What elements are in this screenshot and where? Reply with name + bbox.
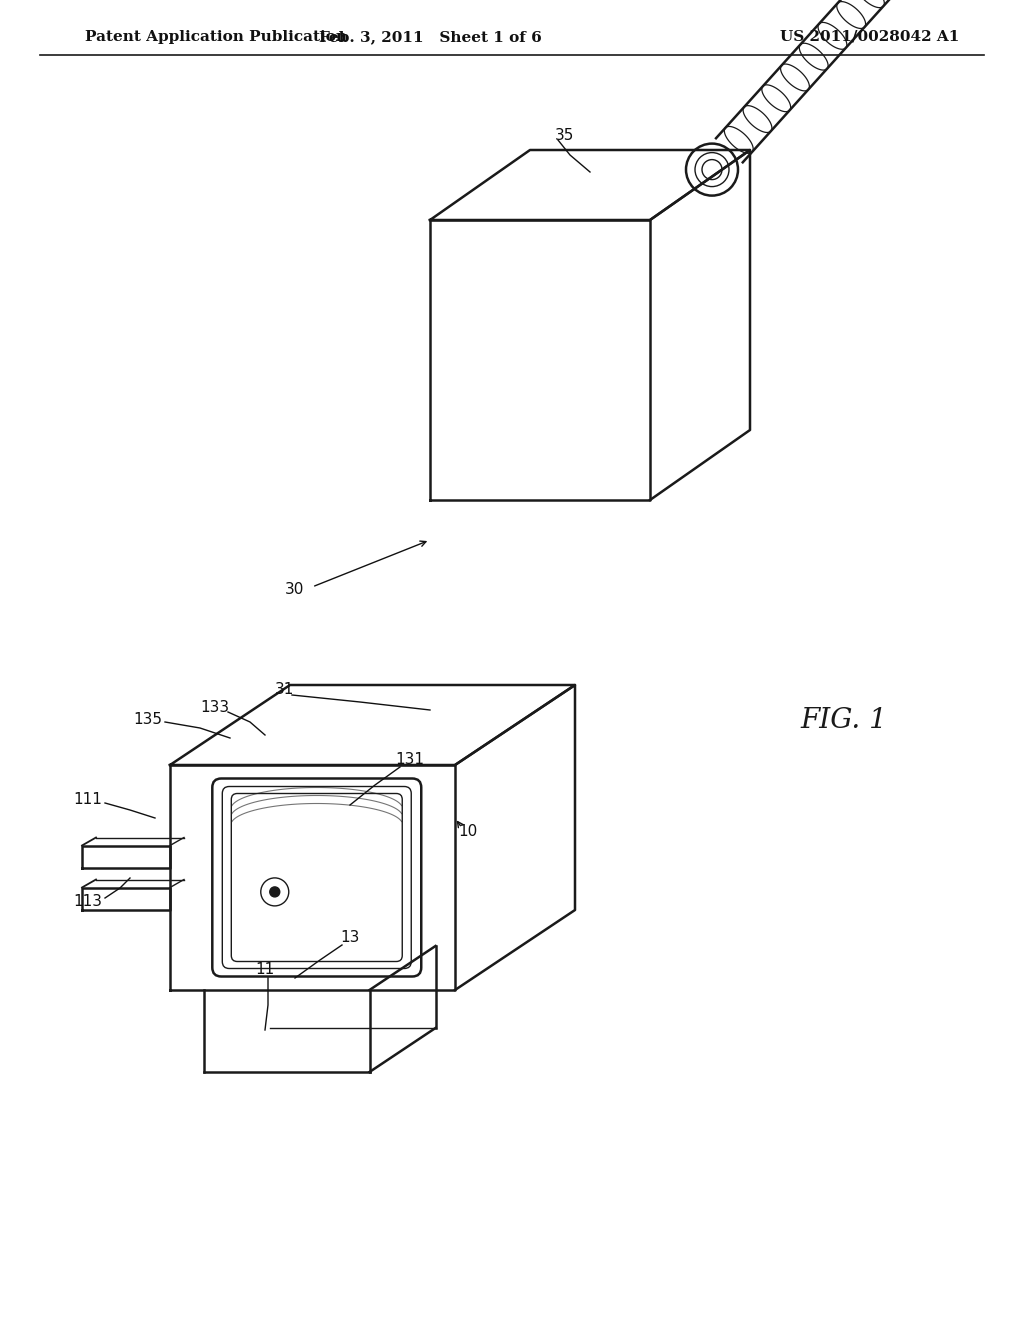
Text: Feb. 3, 2011   Sheet 1 of 6: Feb. 3, 2011 Sheet 1 of 6 [318, 30, 542, 44]
Text: 31: 31 [275, 682, 295, 697]
Text: 35: 35 [555, 128, 574, 143]
Text: 11: 11 [255, 962, 274, 978]
Text: 13: 13 [340, 931, 359, 945]
Text: 113: 113 [74, 895, 102, 909]
Text: US 2011/0028042 A1: US 2011/0028042 A1 [780, 30, 959, 44]
Text: 135: 135 [133, 713, 163, 727]
Text: FIG. 1: FIG. 1 [800, 706, 887, 734]
Text: 111: 111 [74, 792, 102, 808]
Text: 131: 131 [395, 752, 425, 767]
Text: 30: 30 [286, 582, 305, 598]
Circle shape [269, 887, 280, 896]
Text: 133: 133 [201, 701, 229, 715]
Text: Patent Application Publication: Patent Application Publication [85, 30, 347, 44]
Text: 10: 10 [459, 825, 477, 840]
